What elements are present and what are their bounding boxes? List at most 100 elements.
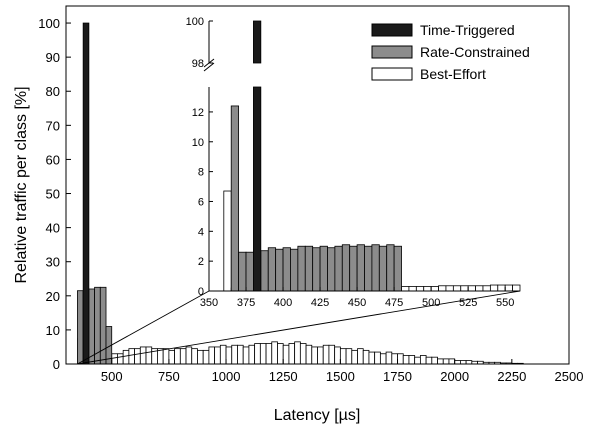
inset-bar-time-triggered-380	[253, 20, 262, 292]
inset-y-tick-label-10: 10	[192, 137, 204, 149]
legend-label-best-effort: Best-Effort	[420, 66, 486, 82]
bar-rate-constrained-400	[88, 288, 95, 365]
bar-best-effort-1925	[437, 358, 444, 365]
inset-zoom-plot: 350 375 400 425 450 475 500 525 550 0 2 4 6 8 10 12 98 10…	[186, 16, 521, 309]
bar-best-effort-1775	[402, 355, 410, 365]
bar-best-effort-1225	[277, 343, 284, 365]
bar-best-effort-500	[111, 353, 118, 365]
bar-best-effort-1425	[322, 344, 330, 365]
inset-bar-rate-constrained-400	[282, 247, 291, 292]
y-axis-title: Relative traffic per class [%]	[13, 86, 30, 283]
inset-y-tick-label-100: 100	[186, 16, 204, 28]
inset-bar-best-effort-545	[497, 284, 506, 292]
inset-bar-rate-constrained-415	[304, 245, 314, 292]
bar-best-effort-600	[134, 348, 141, 365]
inset-bar-rate-constrained-450	[356, 244, 365, 292]
bar-best-effort-1450	[328, 344, 336, 365]
inset-y-tick-label-2: 2	[198, 256, 204, 268]
x-axis-title: Latency [µs]	[274, 407, 361, 424]
inset-bar-rate-constrained-475	[393, 245, 402, 292]
inset-x-tick-label-475: 475	[385, 297, 403, 309]
bar-best-effort-1050	[237, 344, 244, 365]
bar-best-effort-775	[174, 348, 181, 365]
inset-bar-rate-constrained-390	[267, 247, 277, 292]
bar-best-effort-1600	[362, 349, 370, 365]
bar-best-effort-1950	[442, 358, 450, 365]
inset-x-tick-label-500: 500	[422, 297, 440, 309]
inset-bar-rate-constrained-405	[290, 248, 299, 292]
connector-line-left	[77, 290, 210, 365]
inset-y-tick-label-4: 4	[198, 226, 204, 238]
inset-axes: 350 375 400 425 450 475 500 525 550 0 2 4 6 8 10 12 98 10…	[186, 16, 520, 309]
bar-best-effort-575	[128, 348, 136, 365]
bar-best-effort-1550	[351, 349, 358, 365]
inset-bar-best-effort-510	[445, 285, 454, 292]
inset-x-tick-label-450: 450	[348, 297, 366, 309]
inset-x-tick-label-350: 350	[200, 297, 218, 309]
inset-bar-best-effort-515	[452, 285, 462, 292]
inset-bar-best-effort-535	[482, 285, 491, 292]
bar-best-effort-900	[202, 349, 210, 365]
inset-x-tick-label-425: 425	[311, 297, 329, 309]
bar-best-effort-825	[185, 346, 193, 365]
bar-best-effort-1100	[248, 344, 256, 365]
bar-best-effort-925	[208, 346, 216, 365]
bar-best-effort-1575	[357, 348, 364, 365]
inset-y-tick-label-8: 8	[198, 167, 204, 179]
inset-bar-rate-constrained-465	[378, 245, 388, 292]
bar-best-effort-1675	[379, 353, 387, 365]
inset-bar-rate-constrained-445	[349, 245, 358, 292]
bar-best-effort-1000	[225, 346, 233, 365]
y-tick-label-50: 50	[46, 187, 60, 202]
bar-best-effort-1875	[425, 356, 433, 365]
inset-bar-best-effort-525	[467, 285, 476, 292]
y-tick-label-60: 60	[46, 152, 60, 167]
bar-best-effort-525	[117, 353, 124, 365]
bar-best-effort-1525	[345, 348, 353, 365]
inset-y-tick-label-0: 0	[198, 286, 204, 298]
inset-bar-best-effort-520	[460, 285, 469, 292]
bar-best-effort-1025	[231, 344, 238, 365]
inset-bar-rate-constrained-435	[334, 245, 343, 292]
y-tick-label-70: 70	[46, 118, 60, 133]
legend-swatch-best-effort	[371, 67, 413, 81]
legend: Time-Triggered Rate-Constrained Best-Eff…	[371, 22, 530, 82]
x-tick-label-2000: 2000	[440, 369, 469, 384]
bar-best-effort-800	[179, 348, 187, 365]
x-tick-label-1250: 1250	[269, 369, 298, 384]
bar-best-effort-875	[197, 349, 204, 365]
inset-bar-rate-constrained-455	[364, 245, 373, 292]
bar-best-effort-1150	[259, 343, 267, 365]
bar-best-effort-1200	[271, 341, 278, 365]
bar-best-effort-1400	[317, 346, 324, 365]
bar-best-effort-1825	[414, 356, 421, 365]
bar-best-effort-1075	[242, 346, 250, 365]
bar-best-effort-1250	[282, 344, 290, 365]
inset-bar-best-effort-500	[430, 286, 439, 292]
inset-bar-rate-constrained-365	[230, 105, 240, 292]
inset-bar-rate-constrained-410	[297, 245, 306, 292]
inset-x-tick-label-525: 525	[459, 297, 477, 309]
bar-best-effort-1175	[265, 343, 273, 365]
inset-bar-rate-constrained-370	[238, 251, 247, 292]
bar-best-effort-1975	[448, 358, 456, 365]
y-tick-label-90: 90	[46, 50, 60, 65]
inset-bar-rate-constrained-470	[386, 244, 395, 292]
inset-bar-best-effort-495	[423, 286, 432, 292]
main-axis-ticks: 500 750 1000 1250 1500 1750 2000 2250 2500010203…	[38, 16, 583, 384]
bar-best-effort-1725	[391, 353, 398, 365]
bar-best-effort-975	[219, 344, 227, 365]
legend-label-time-triggered: Time-Triggered	[420, 22, 515, 38]
bar-best-effort-750	[168, 349, 176, 365]
bar-best-effort-1375	[311, 346, 318, 365]
bar-rate-constrained-450	[99, 286, 107, 365]
bar-best-effort-1750	[397, 353, 404, 365]
y-tick-label-0: 0	[53, 357, 60, 372]
legend-swatch-rate-constrained	[371, 45, 413, 59]
y-tick-label-30: 30	[46, 255, 60, 270]
inset-bar-best-effort-360	[223, 190, 232, 292]
bar-time-triggered-375	[82, 22, 90, 365]
y-tick-label-80: 80	[46, 84, 60, 99]
bar-best-effort-1500	[339, 348, 347, 365]
x-tick-label-2500: 2500	[555, 369, 584, 384]
